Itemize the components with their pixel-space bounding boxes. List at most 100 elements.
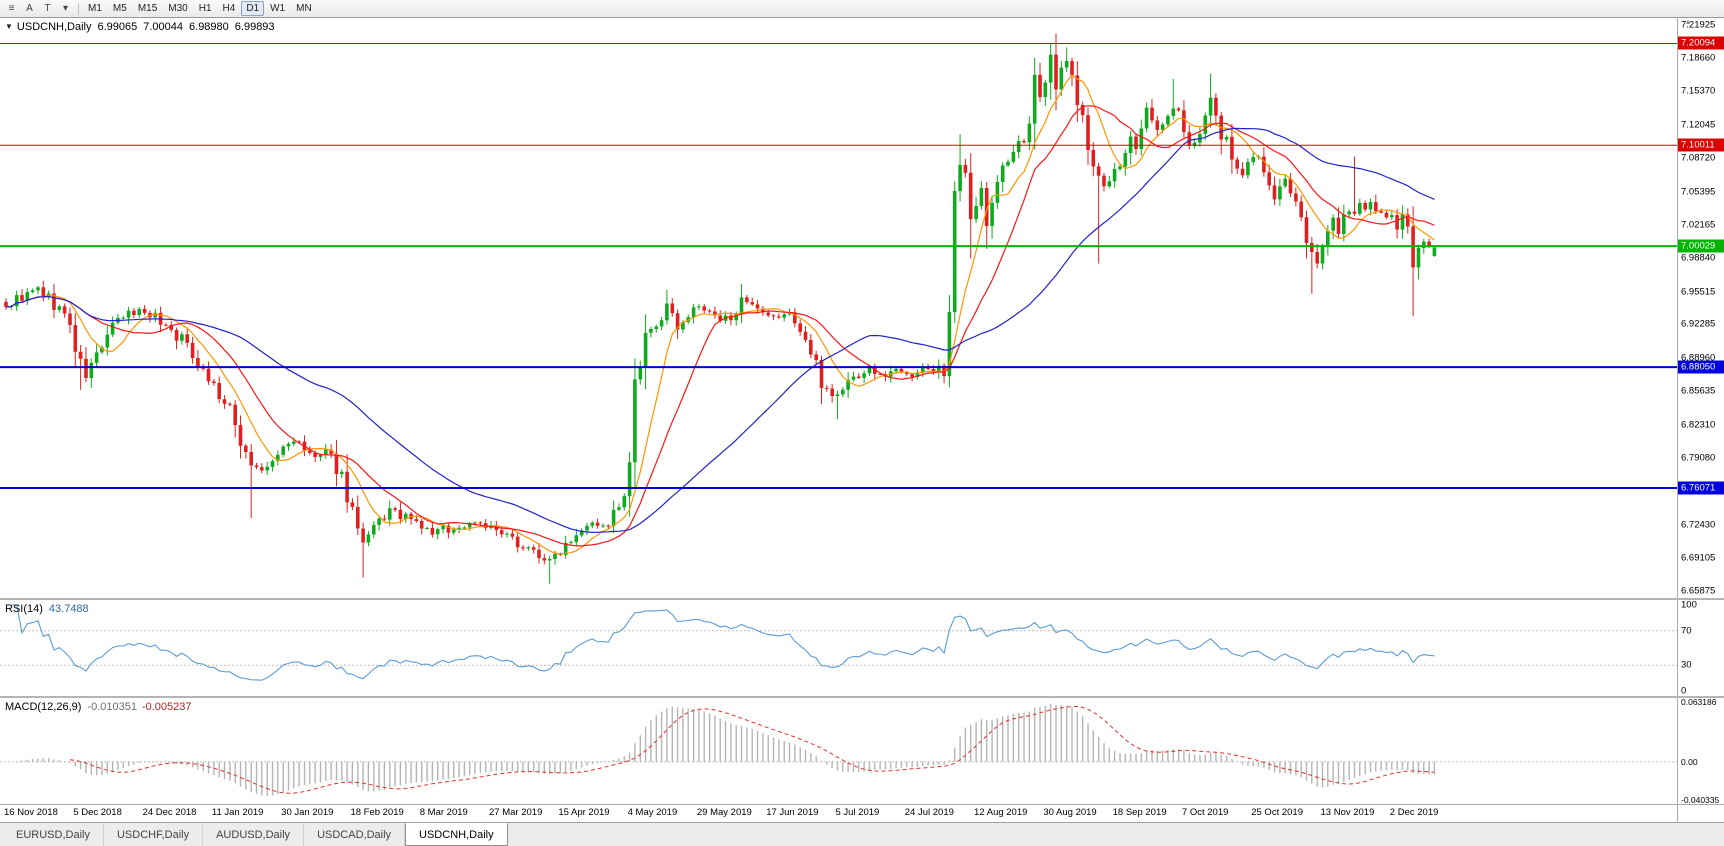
rsi-tick: 70 xyxy=(1681,625,1692,637)
main-plot[interactable]: ▼ USDCNH,Daily 6.99065 7.00044 6.98980 6.9989… xyxy=(0,18,1678,598)
tab-usdchf[interactable]: USDCHF,Daily xyxy=(104,823,204,846)
timeframe-m1-button[interactable]: M1 xyxy=(88,2,102,14)
date-axis[interactable]: 16 Nov 2018 5 Dec 2018 24 Dec 2018 11 Jan 2… xyxy=(0,805,1678,822)
toolbar-separator xyxy=(78,2,79,15)
rsi-line xyxy=(11,604,1435,681)
timeframe-w1-button[interactable]: W1 xyxy=(270,2,286,14)
price-tick: 6.65875 xyxy=(1681,585,1716,597)
macd-chart[interactable] xyxy=(0,698,1677,804)
rsi-name: RSI(14) xyxy=(5,603,43,615)
chart-dropdown-icon[interactable]: ▼ xyxy=(5,22,13,31)
rsi-tick: 0 xyxy=(1681,685,1687,696)
macd-panel: MACD(12,26,9) -0.010351 -0.005237 0.063186… xyxy=(0,696,1724,804)
price-tick: 7.21925 xyxy=(1681,19,1716,31)
price-tick: 6.69105 xyxy=(1681,552,1716,564)
main-chart-panel: ▼ USDCNH,Daily 6.99065 7.00044 6.98980 6.9989… xyxy=(0,18,1724,598)
macd-signal-value: -0.005237 xyxy=(141,701,192,713)
tool-text-tool-button[interactable]: A xyxy=(26,2,33,14)
candles-layer xyxy=(4,33,1437,584)
price-tick: 6.95515 xyxy=(1681,285,1716,297)
tab-eurusd[interactable]: EURUSD,Daily xyxy=(3,823,104,846)
price-tick: 7.08720 xyxy=(1681,152,1716,164)
rsi-label: RSI(14) 43.7488 xyxy=(5,603,89,615)
price-tick: 6.98840 xyxy=(1681,252,1716,264)
price-tag-7.00029: 7.00029 xyxy=(1678,239,1724,253)
ma-45-line xyxy=(5,127,1435,534)
timeframe-h4-button[interactable]: H4 xyxy=(222,2,236,14)
price-tick: 7.12045 xyxy=(1681,119,1716,131)
date-label: 2 Dec 2019 xyxy=(1389,807,1439,818)
date-label: 8 Mar 2019 xyxy=(419,807,468,818)
date-label: 15 Apr 2019 xyxy=(558,807,610,818)
date-label: 11 Jan 2019 xyxy=(211,807,264,818)
price-tick: 6.82310 xyxy=(1681,419,1716,431)
macd-tick: -0.040335 xyxy=(1681,794,1720,804)
date-label: 30 Jan 2019 xyxy=(281,807,334,818)
ohlc-high: 7.00044 xyxy=(143,21,184,33)
date-label: 29 May 2019 xyxy=(696,807,752,818)
rsi-scale[interactable]: 100 70 30 0 xyxy=(1678,600,1724,696)
timeframe-mn-button[interactable]: MN xyxy=(296,2,312,14)
date-label: 16 Nov 2018 xyxy=(4,807,58,818)
tab-audusd[interactable]: AUDUSD,Daily xyxy=(203,823,305,846)
timeframe-m15-button[interactable]: M15 xyxy=(137,2,158,14)
timeframe-h1-button[interactable]: H1 xyxy=(198,2,212,14)
tab-usdcnh[interactable]: USDCNH,Daily xyxy=(405,823,508,846)
price-tag-7.10011: 7.10011 xyxy=(1678,138,1724,152)
macd-main-value: -0.010351 xyxy=(87,701,137,713)
rsi-chart[interactable] xyxy=(0,600,1677,696)
macd-plot[interactable]: MACD(12,26,9) -0.010351 -0.005237 xyxy=(0,698,1678,804)
chart-tabs: EURUSD,Daily USDCHF,Daily AUDUSD,Daily USDC… xyxy=(0,822,1724,846)
date-label: 12 Aug 2019 xyxy=(974,807,1028,818)
rsi-plot[interactable]: RSI(14) 43.7488 xyxy=(0,600,1678,696)
price-scale[interactable]: ▴ 7.21925 7.18660 7.15370 7.12045 7.08720 7.0… xyxy=(1678,18,1724,598)
price-tick: 6.79080 xyxy=(1681,451,1716,463)
date-label: 18 Sep 2019 xyxy=(1112,807,1167,818)
ohlc-close: 6.99893 xyxy=(234,21,275,33)
date-label: 17 Jun 2019 xyxy=(766,807,819,818)
timeframe-buttons: M1 M5 M15 M30 H1 H4 D1 W1 MN xyxy=(83,1,317,16)
toolbar: ≡ A T ▾ M1 M5 M15 M30 H1 H4 D1 W1 MN xyxy=(0,0,1724,18)
tool-line-studies-button[interactable]: ≡ xyxy=(8,2,15,14)
macd-signal-line xyxy=(69,706,1435,794)
ohlc-low: 6.98980 xyxy=(189,21,229,33)
tab-usdcad[interactable]: USDCAD,Daily xyxy=(304,823,406,846)
price-tick: 7.15370 xyxy=(1681,85,1716,97)
chart-title: ▼ USDCNH,Daily 6.99065 7.00044 6.98980 6.9989… xyxy=(5,21,281,33)
tool-shapes-dropdown-button[interactable]: ▾ xyxy=(62,2,69,14)
price-tick: 6.72430 xyxy=(1681,519,1716,531)
date-label: 30 Aug 2019 xyxy=(1043,807,1097,818)
price-tick: 6.85635 xyxy=(1681,385,1716,397)
rsi-tick: 100 xyxy=(1681,600,1697,611)
ma-8-line xyxy=(5,74,1435,555)
macd-tick: 0.00 xyxy=(1681,756,1698,767)
candlestick-chart[interactable] xyxy=(0,18,1677,598)
timeframe-m30-button[interactable]: M30 xyxy=(168,2,188,14)
scale-fix-icon[interactable]: ▴ xyxy=(1686,18,1691,26)
tool-label-tool-button[interactable]: T xyxy=(44,2,51,14)
date-label: 24 Dec 2018 xyxy=(142,807,197,818)
price-tick: 6.92285 xyxy=(1681,318,1716,330)
date-label: 13 Nov 2019 xyxy=(1320,807,1375,818)
timeframe-d1-button[interactable]: D1 xyxy=(241,1,265,16)
ma-16-line xyxy=(5,105,1435,547)
macd-histogram xyxy=(21,703,1436,796)
macd-scale[interactable]: 0.063186 0.00 -0.040335 xyxy=(1678,698,1724,804)
date-axis-corner xyxy=(1678,805,1724,822)
date-label: 7 Oct 2019 xyxy=(1181,807,1229,818)
date-label: 27 Mar 2019 xyxy=(489,807,543,818)
price-tag-6.76071: 6.76071 xyxy=(1678,481,1724,495)
price-tag-6.88050: 6.88050 xyxy=(1678,360,1724,374)
price-tick: 7.02165 xyxy=(1681,218,1716,230)
date-axis-row: 16 Nov 2018 5 Dec 2018 24 Dec 2018 11 Jan 2… xyxy=(0,804,1724,822)
price-tick: 6.88960 xyxy=(1681,352,1716,364)
macd-tick: 0.063186 xyxy=(1681,698,1717,707)
price-tick: 7.05395 xyxy=(1681,186,1716,198)
rsi-tick: 30 xyxy=(1681,659,1692,671)
date-label: 4 May 2019 xyxy=(627,807,678,818)
rsi-panel: RSI(14) 43.7488 100 70 30 0 xyxy=(0,598,1724,696)
toolbar-tools: ≡ A T ▾ xyxy=(3,1,74,16)
date-label: 25 Oct 2019 xyxy=(1251,807,1303,818)
timeframe-m5-button[interactable]: M5 xyxy=(112,2,127,14)
